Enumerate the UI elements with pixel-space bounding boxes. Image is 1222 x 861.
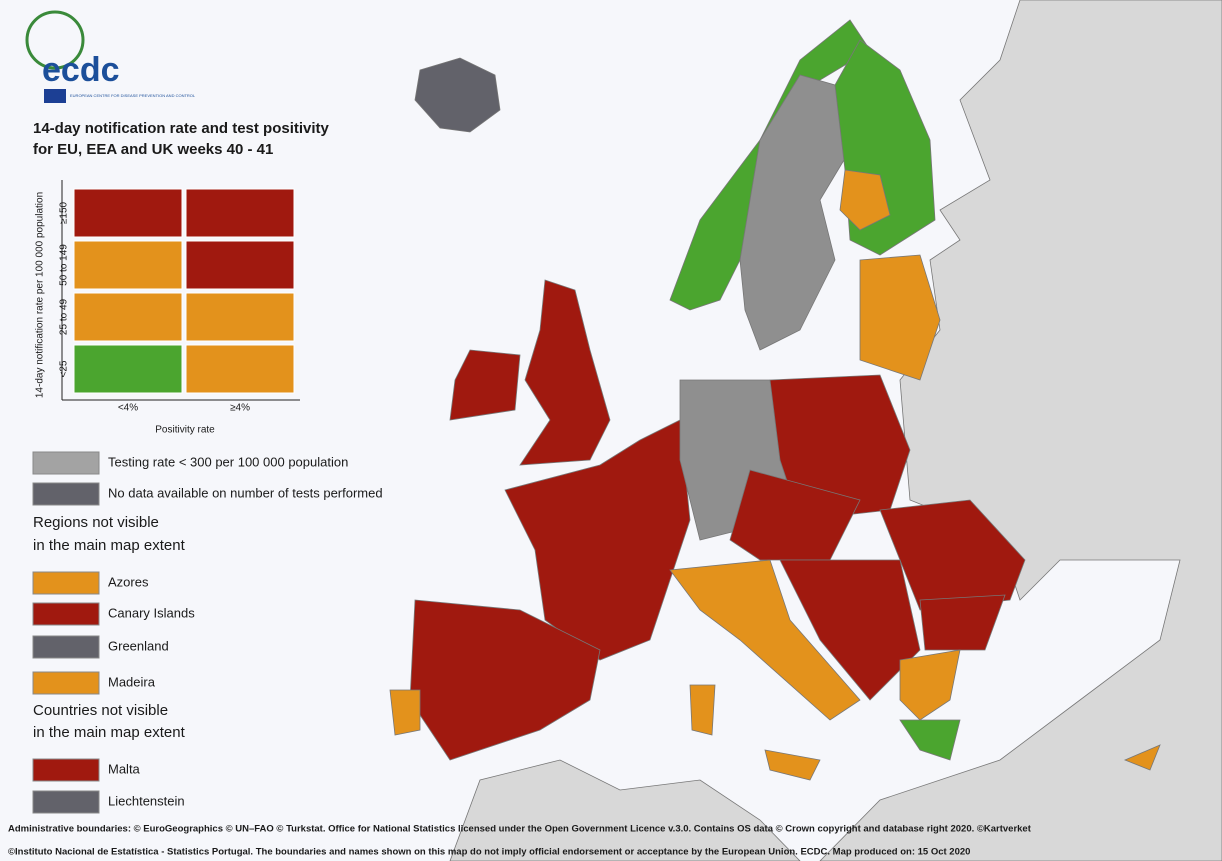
map	[389, 0, 1222, 861]
matrix-cell	[185, 240, 295, 290]
matrix-cell	[73, 344, 183, 394]
legend-label: Testing rate < 300 per 100 000 populatio…	[108, 454, 348, 469]
sweden	[739, 74, 851, 351]
matrix-cell	[73, 292, 183, 342]
legend-label: Liechtenstein	[108, 793, 185, 808]
legend-swatch	[32, 451, 100, 475]
matrix-cell	[73, 188, 183, 238]
legend-label: Canary Islands	[108, 605, 195, 620]
legend-heading: Regions not visible	[33, 514, 159, 531]
title: 14-day notification rate and test positi…	[33, 120, 330, 137]
legend-swatch	[32, 758, 100, 782]
sardinia	[689, 684, 716, 736]
ireland	[449, 349, 521, 421]
row-label: <25	[59, 360, 70, 377]
matrix: ≥150 50 to 149 25 to 49 <25 <4% ≥4%	[59, 188, 295, 414]
logo: ecdc EUROPEAN CENTRE FOR DISEASE PREVENT…	[25, 10, 196, 103]
cyprus	[1123, 744, 1161, 771]
legend-label: Greenland	[108, 638, 169, 653]
matrix-cell	[185, 188, 295, 238]
matrix-y-label: 14-day notification rate per 100 000 pop…	[35, 192, 46, 398]
row-label: 25 to 49	[59, 298, 70, 335]
footer: Administrative boundaries: © EuroGeograp…	[8, 824, 1032, 835]
legend-swatch	[32, 602, 100, 626]
portugal-region	[389, 689, 421, 736]
greece-south	[899, 719, 961, 761]
legend-label: No data available on number of tests per…	[108, 485, 383, 500]
legend-swatch	[32, 571, 100, 595]
logo-subtitle: EUROPEAN CENTRE FOR DISEASE PREVENTION A…	[70, 93, 196, 98]
legend-heading: in the main map extent	[33, 537, 186, 554]
north-africa	[449, 759, 801, 861]
footer: ©Instituto Nacional de Estatística - Sta…	[8, 847, 970, 858]
bulgaria	[919, 594, 1006, 651]
legend: Testing rate < 300 per 100 000 populatio…	[32, 451, 383, 814]
matrix-x-label: Positivity rate	[155, 425, 215, 436]
row-label: 50 to 149	[59, 244, 70, 286]
legend-label: Madeira	[108, 674, 156, 689]
baltics	[859, 254, 941, 381]
legend-swatch	[32, 671, 100, 695]
eu-flag	[44, 89, 66, 103]
title: for EU, EEA and UK weeks 40 - 41	[33, 141, 273, 158]
legend-label: Malta	[108, 761, 141, 776]
column-label: <4%	[118, 403, 138, 414]
balkans	[779, 559, 921, 701]
column-label: ≥4%	[230, 403, 250, 414]
matrix-cell	[73, 240, 183, 290]
great-britain	[519, 279, 611, 466]
finland-region	[839, 169, 891, 231]
sicily	[764, 749, 821, 781]
legend-heading: in the main map extent	[33, 724, 186, 741]
matrix-cell	[185, 344, 295, 394]
logo-globe	[25, 10, 85, 70]
greece	[899, 649, 961, 721]
matrix-cell	[185, 292, 295, 342]
italy	[669, 559, 861, 721]
logo-name: ecdc	[42, 51, 120, 89]
iceland	[414, 57, 501, 133]
legend-swatch	[32, 790, 100, 814]
legend-label: Azores	[108, 574, 149, 589]
legend-heading: Countries not visible	[33, 702, 168, 719]
row-label: ≥150	[59, 201, 70, 224]
legend-swatch	[32, 635, 100, 659]
france-benelux	[504, 419, 691, 661]
legend-swatch	[32, 482, 100, 506]
